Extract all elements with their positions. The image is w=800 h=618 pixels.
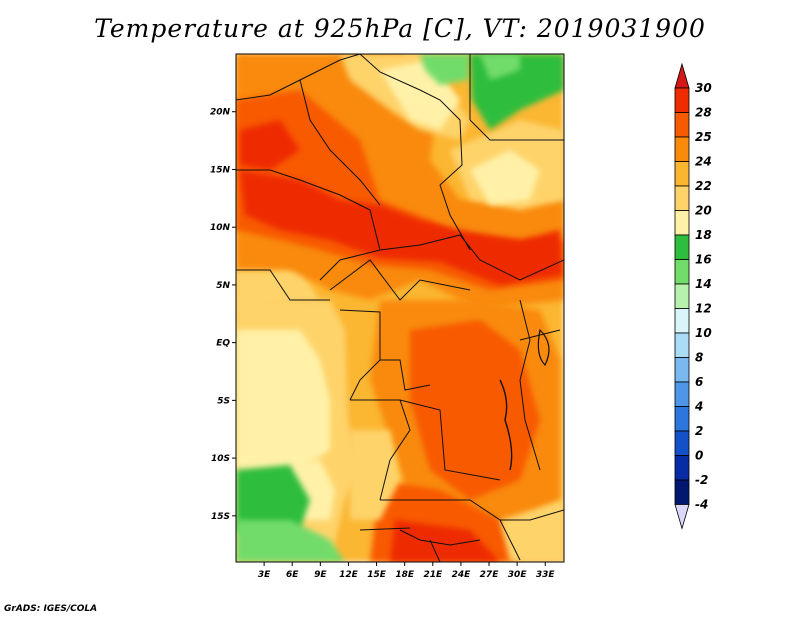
temperature-contour (240, 120, 300, 170)
lat-tick-label: 10N (210, 223, 231, 233)
country-border (379, 234, 564, 281)
country-border (319, 209, 381, 281)
country-border (399, 529, 481, 546)
lon-tick-label: 18E (395, 570, 415, 580)
country-border (299, 79, 381, 206)
temperature-field (236, 54, 564, 562)
temperature-contour (470, 150, 540, 205)
temperature-contour (410, 320, 540, 500)
temperature-contour (236, 330, 330, 470)
colorbar-level-label: 0 (695, 449, 703, 463)
colorbar-swatch (674, 455, 690, 481)
colorbar-level-label: 20 (695, 204, 712, 218)
colorbar-level-label: 24 (695, 155, 712, 169)
lat-tick-label: 15N (210, 165, 231, 175)
colorbar-level-label: 10 (695, 326, 712, 340)
map-frame (235, 53, 565, 563)
colorbar-level-label: 12 (695, 302, 712, 316)
longitude-axis: 3E 6E 9E 12E 15E 18E 21E 24E 27E 30E 33E (258, 562, 556, 580)
colorbar-level-label: -4 (695, 498, 708, 512)
colorbar-level-label: 6 (695, 375, 703, 389)
colorbar-level-label: 25 (695, 130, 712, 144)
colorbar-level-label: 2 (695, 424, 703, 438)
country-borders (236, 54, 564, 562)
temperature-contour (480, 54, 520, 80)
country-border (399, 399, 501, 481)
colorbar-level-label: 18 (695, 228, 712, 242)
lon-tick-label: 9E (314, 570, 327, 580)
grads-credit: GrADS: IGES/COLA (4, 604, 98, 614)
country-border (359, 527, 411, 531)
temperature-contour (390, 520, 500, 562)
map-title: Temperature at 925hPa [C], VT: 201903190… (94, 14, 706, 43)
colorbar-level-label: 14 (695, 277, 712, 291)
lon-tick-label: 24E (452, 570, 472, 580)
lon-tick-label: 33E (536, 570, 556, 580)
colorbar-swatch (674, 332, 690, 358)
country-border (519, 329, 561, 341)
colorbar-swatch (674, 112, 690, 138)
colorbar-swatch (674, 381, 690, 407)
country-border (519, 299, 541, 471)
colorbar-swatch (674, 357, 690, 383)
lon-tick-label: 6E (286, 570, 299, 580)
colorbar-top-arrow (674, 62, 690, 89)
country-border (429, 539, 441, 562)
lake-outline (499, 379, 513, 471)
colorbar-swatch (674, 259, 690, 285)
lat-tick-label: 15S (211, 512, 230, 522)
lon-tick-label: 27E (480, 570, 500, 580)
temperature-contour (500, 500, 564, 562)
lat-tick-label: 5S (217, 396, 230, 406)
colorbar-level-label: 8 (695, 351, 703, 365)
temperature-contour (236, 520, 345, 562)
colorbar-swatch (674, 210, 690, 236)
colorbar-level-label: 30 (695, 81, 712, 95)
country-border (380, 499, 521, 561)
latitude-axis: 20N 15N 10N 5N EQ 5S 10S 15S (210, 108, 236, 522)
colorbar-level-label: 22 (695, 179, 712, 193)
lat-tick-label: 20N (210, 108, 231, 118)
lon-tick-label: 12E (339, 570, 359, 580)
colorbar-swatch (674, 430, 690, 456)
temperature-contour (240, 170, 562, 285)
lon-tick-label: 30E (508, 570, 528, 580)
colorbar-swatch (674, 87, 690, 113)
colorbar-level-label: 4 (694, 400, 703, 414)
lat-tick-label: EQ (216, 339, 230, 349)
country-border (359, 54, 471, 251)
country-border (500, 509, 564, 521)
colorbar-swatch (674, 283, 690, 309)
country-border (380, 359, 431, 391)
colorbar-level-label: 16 (695, 253, 712, 267)
colorbar-swatch (674, 161, 690, 187)
country-border (469, 119, 564, 141)
lon-tick-label: 15E (367, 570, 387, 580)
colorbar-level-label: -2 (695, 473, 708, 487)
lake-victoria-outline (537, 328, 550, 367)
country-border (236, 169, 371, 211)
lat-tick-label: 5N (216, 281, 230, 291)
colorbar-swatch (674, 234, 690, 260)
temperature-contour (350, 430, 400, 520)
colorbar-level-label: 28 (695, 106, 712, 120)
country-border (236, 269, 330, 301)
colorbar-bottom-arrow (674, 504, 690, 530)
colorbar-swatch (674, 479, 690, 505)
colorbar-swatch (674, 406, 690, 432)
colorbar-swatch (674, 308, 690, 334)
lon-tick-label: 3E (258, 570, 271, 580)
lat-tick-label: 10S (211, 454, 230, 464)
colorbar-swatch (674, 136, 690, 162)
country-border (329, 259, 471, 301)
temperature-contour (420, 54, 470, 85)
lon-tick-label: 21E (423, 570, 443, 580)
colorbar-swatch (674, 185, 690, 211)
country-border (350, 399, 411, 501)
